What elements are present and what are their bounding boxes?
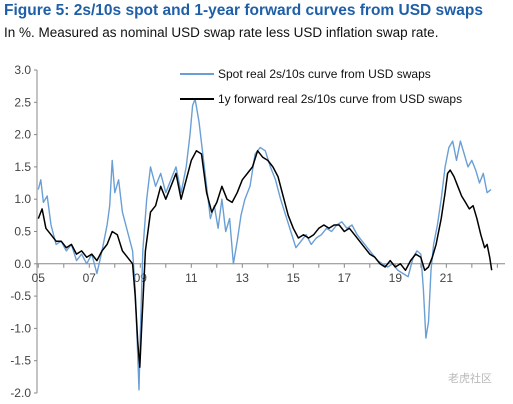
x-tick-label: 17 [338, 271, 352, 285]
x-tick-label: 09 [134, 271, 148, 285]
y-tick-label: -0.5 [10, 289, 31, 303]
y-tick-label: -2.0 [10, 386, 31, 400]
x-tick-label: 19 [389, 271, 403, 285]
x-tick-label: 15 [287, 271, 301, 285]
y-tick-label: 1.5 [14, 160, 31, 174]
chart-title: Figure 5: 2s/10s spot and 1-year forward… [4, 2, 483, 19]
y-tick-label: 2.5 [14, 95, 31, 109]
x-tick-label: 21 [440, 271, 454, 285]
x-axis: 05 07 09 11 13 15 17 19 21 [32, 263, 505, 285]
y-axis: 3.0 2.5 2.0 1.5 1.0 0.5 0.0 -0.5 -1.0 -1.5 -2.0 [10, 63, 38, 400]
y-tick-label: 0.0 [14, 257, 31, 271]
y-tick-label: 0.5 [14, 225, 31, 239]
legend-spot-label: Spot real 2s/10s curve from USD swaps [218, 67, 431, 81]
series-layer [37, 98, 493, 391]
chart-subtitle: In %. Measured as nominal USD swap rate … [4, 25, 439, 40]
legend: Spot real 2s/10s curve from USD swaps 1y… [180, 67, 462, 106]
x-tick-label: 13 [236, 271, 250, 285]
x-tick-label: 07 [83, 271, 97, 285]
watermark-text: 老虎社区 [448, 371, 492, 385]
y-tick-label: -1.0 [10, 321, 31, 335]
forward-series-line [37, 150, 493, 368]
y-tick-label: -1.5 [10, 354, 31, 368]
y-tick-label: 3.0 [14, 63, 31, 77]
legend-forward-label: 1y forward real 2s/10s curve from USD sw… [218, 92, 462, 106]
y-tick-label: 2.0 [14, 128, 31, 142]
y-tick-label: 1.0 [14, 192, 31, 206]
x-tick-label: 05 [32, 271, 46, 285]
x-tick-label: 11 [185, 271, 198, 285]
spot-series-line [37, 98, 492, 391]
